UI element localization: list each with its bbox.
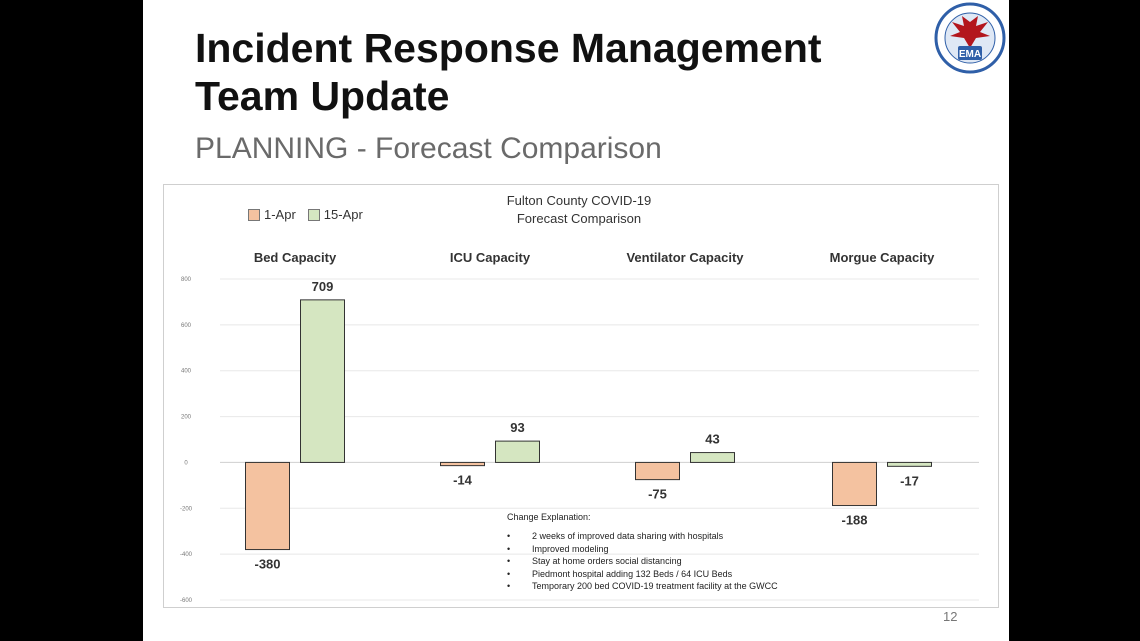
change-explanation-item: Stay at home orders social distancing (507, 556, 837, 566)
legend-swatch-1-apr (248, 208, 260, 221)
data-label-1-apr-icu-capacity: -14 (453, 473, 473, 488)
data-label-15-apr-ventilator-capacity: 43 (705, 432, 719, 447)
data-label-1-apr-ventilator-capacity: -75 (648, 487, 667, 502)
legend-swatch-15-apr (307, 208, 320, 221)
y-tick-label: -200 (180, 506, 193, 512)
bar-1-apr-bed-capacity (245, 461, 290, 551)
bar-15-apr-morgue-capacity (887, 461, 932, 467)
bar-1-apr-icu-capacity (440, 461, 485, 467)
logo-text: EMA (959, 49, 981, 60)
ema-logo: EMA (934, 2, 1006, 74)
change-explanation-note: Change Explanation: 2 weeks of improved … (507, 512, 837, 594)
change-explanation-item: Temporary 200 bed COVID-19 treatment fac… (507, 581, 837, 591)
legend-label-15-apr: 15-Apr (323, 207, 363, 222)
data-label-15-apr-morgue-capacity: -17 (900, 473, 919, 488)
change-explanation-item: Improved modeling (507, 544, 837, 554)
legend-item-15-apr: 15-Apr (307, 207, 363, 222)
category-label-bed-capacity: Bed Capacity (253, 250, 337, 265)
data-label-1-apr-bed-capacity: -380 (254, 557, 280, 572)
slide-subtitle: PLANNING - Forecast Comparison (195, 132, 662, 165)
data-label-15-apr-icu-capacity: 93 (510, 420, 524, 435)
change-explanation-item: 2 weeks of improved data sharing with ho… (507, 531, 837, 541)
category-label-ventilator-capacity: Ventilator Capacity (626, 250, 744, 265)
page-number: 12 (943, 609, 958, 624)
y-tick-label: -400 (180, 552, 193, 558)
legend-label-1-apr: 1-Apr (264, 207, 296, 222)
bar-chart: 800 600 400 200 0 -200 -400 -600 -380 709 -14 93 -7… (180, 277, 979, 604)
bar-1-apr-morgue-capacity (832, 461, 877, 507)
chart-title-line-1: Fulton County COVID-19 (506, 193, 652, 208)
bar-15-apr-ventilator-capacity (690, 452, 735, 463)
y-tick-label: 200 (181, 415, 192, 421)
category-label-icu-capacity: ICU Capacity (449, 250, 531, 265)
chart-frame: 800 600 400 200 0 -200 -400 -600 -380 709 -14 93 -7… (163, 184, 999, 608)
slide: Incident Response Management Team Update… (143, 0, 1009, 641)
chart-title: Fulton County COVID-19 Forecast Comparis… (414, 192, 744, 228)
y-tick-label: 800 (181, 277, 192, 283)
bar-1-apr-ventilator-capacity (635, 461, 680, 481)
y-tick-label: -600 (180, 598, 193, 604)
bar-15-apr-icu-capacity (495, 440, 540, 463)
change-explanation-list: 2 weeks of improved data sharing with ho… (507, 531, 837, 591)
change-explanation-item: Piedmont hospital adding 132 Beds / 64 I… (507, 569, 837, 579)
slide-title: Incident Response Management Team Update (195, 25, 822, 119)
chart-title-line-2: Forecast Comparison (516, 211, 642, 226)
data-label-15-apr-bed-capacity: 709 (312, 279, 334, 294)
change-explanation-title: Change Explanation: (507, 512, 591, 522)
bar-15-apr-bed-capacity (300, 299, 345, 463)
data-label-1-apr-morgue-capacity: -188 (841, 513, 867, 528)
y-tick-label: 600 (181, 323, 192, 329)
chart-legend: 1-Apr 15-Apr (248, 207, 363, 222)
category-label-morgue-capacity: Morgue Capacity (829, 250, 935, 265)
y-tick-label: 0 (184, 460, 188, 466)
legend-item-1-apr: 1-Apr (248, 207, 296, 222)
y-tick-label: 400 (181, 369, 192, 375)
